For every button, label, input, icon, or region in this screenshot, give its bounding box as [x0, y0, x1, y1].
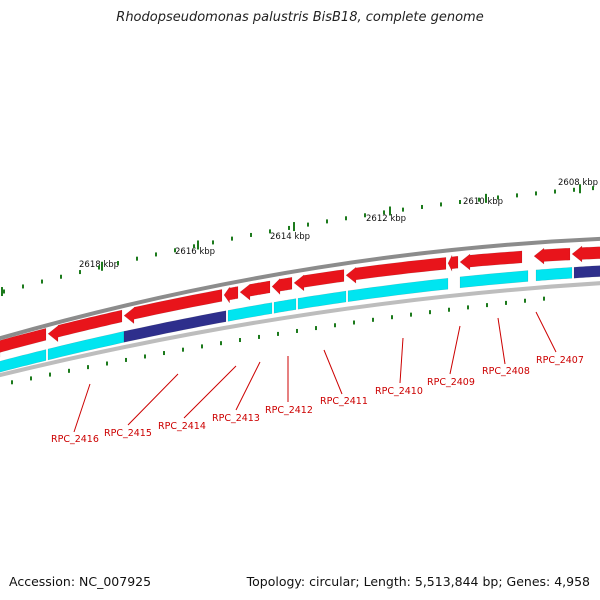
- tick-label: 2612 kbp: [366, 214, 406, 224]
- gene-label: RPC_2415: [104, 428, 152, 439]
- gene-leader-line: [323, 349, 343, 395]
- gene-leader-line: [235, 361, 261, 411]
- cds-forward: [293, 269, 345, 292]
- tick-label: 2610 kbp: [463, 197, 503, 207]
- gene-label: RPC_2408: [482, 366, 530, 377]
- accession-text: Accession: NC_007925: [9, 574, 152, 589]
- genome-summary-text: Topology: circular; Length: 5,513,844 bp…: [246, 574, 590, 589]
- cds-reverse: [0, 349, 47, 373]
- cds-forward: [459, 250, 523, 271]
- gene-label: RPC_2413: [212, 413, 260, 424]
- cds-reverse: [123, 310, 227, 343]
- cds-forward: [123, 289, 223, 325]
- cds-forward: [223, 286, 239, 304]
- cds-forward: [447, 255, 459, 272]
- tick-label: 2616 kbp: [175, 247, 215, 257]
- backbone-inner: [0, 281, 600, 378]
- gene-label: RPC_2411: [320, 396, 368, 407]
- cds-reverse: [347, 277, 449, 302]
- gene-label: RPC_2412: [265, 405, 313, 416]
- gene-leader-line: [183, 365, 237, 419]
- cds-reverse: [573, 265, 600, 279]
- gene-leader-line: [497, 317, 506, 365]
- tick-label: 2608 kbp: [558, 178, 598, 188]
- tick-label: 2614 kbp: [270, 232, 310, 242]
- cds-reverse: [535, 267, 573, 282]
- gene-label: RPC_2414: [158, 421, 206, 432]
- tick-label: 2618 kbp: [79, 260, 119, 270]
- gene-leader-line: [399, 337, 404, 384]
- cds-forward: [239, 280, 271, 301]
- gene-leader-line: [449, 325, 461, 375]
- gene-leader-line: [535, 311, 557, 353]
- cds-forward: [47, 309, 123, 343]
- cds-forward: [571, 245, 600, 263]
- cds-reverse: [227, 302, 273, 322]
- cds-reverse: [297, 290, 347, 310]
- gene-leader-line: [73, 383, 91, 433]
- gene-label: RPC_2409: [427, 377, 475, 388]
- gene-leader-line: [127, 373, 179, 426]
- cds-reverse: [459, 270, 529, 289]
- gene-label: RPC_2410: [375, 386, 423, 397]
- gene-label: RPC_2416: [51, 434, 99, 445]
- backbone-outer: [0, 236, 600, 341]
- cds-forward: [271, 277, 293, 296]
- gene-label: RPC_2407: [536, 355, 584, 366]
- cds-forward: [533, 247, 571, 265]
- cds-forward: [345, 257, 447, 284]
- map-title: Rhodopseudomonas palustris BisB18, compl…: [116, 10, 484, 25]
- cds-forward: [0, 327, 47, 358]
- cds-reverse: [273, 298, 297, 314]
